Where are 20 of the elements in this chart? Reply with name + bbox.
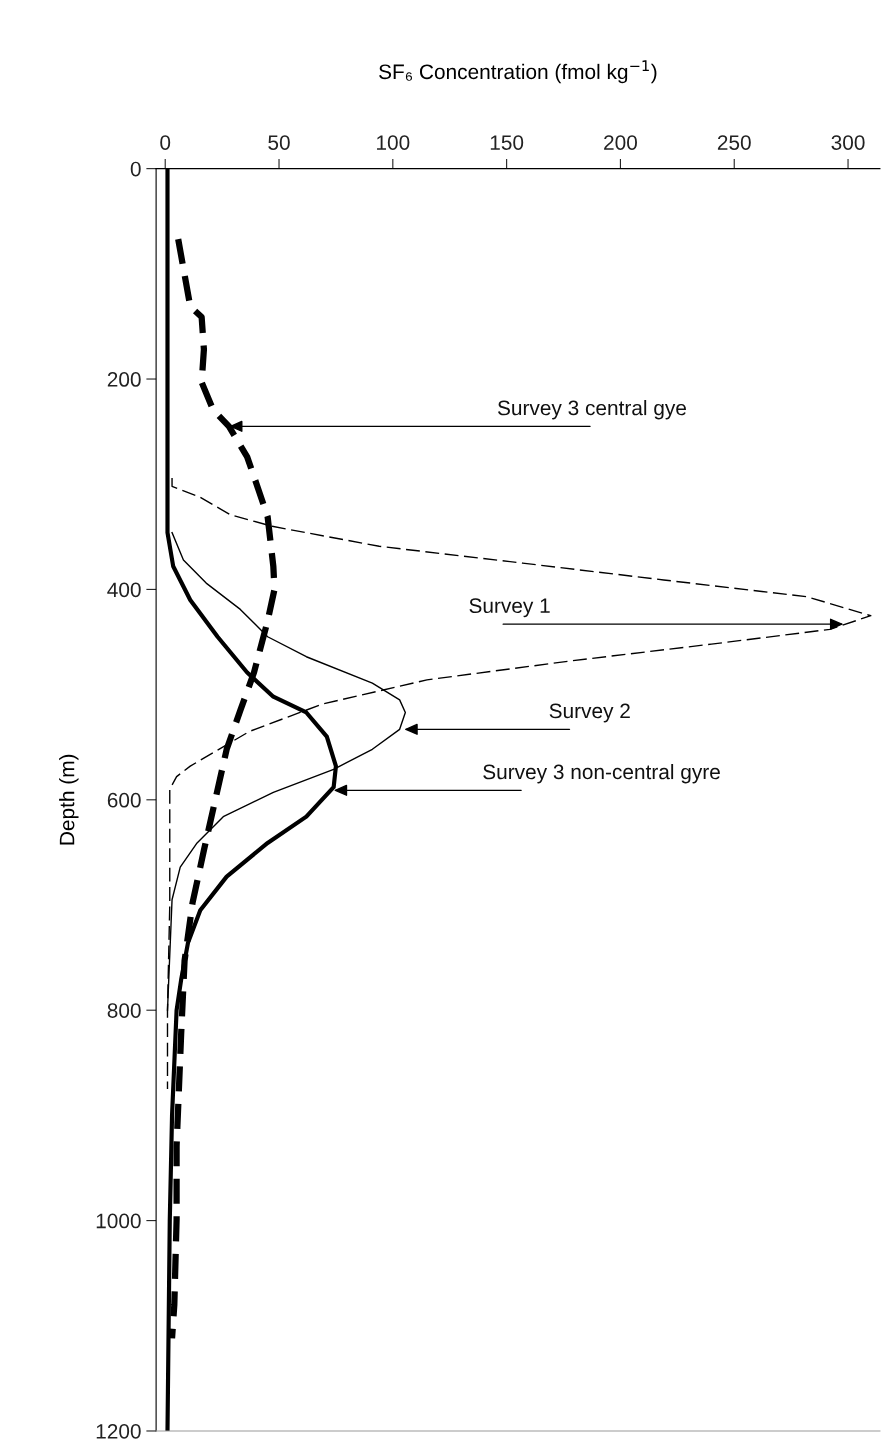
x-tick-label: 50: [268, 135, 290, 150]
y-tick-label: 0: [130, 161, 141, 177]
y-axis-title: Depth (m): [59, 754, 79, 845]
x-tick-label: 250: [717, 135, 751, 150]
y-tick-label: 1200: [96, 1423, 141, 1439]
x-tick-label: 300: [831, 135, 865, 150]
x-tick-label: 100: [377, 135, 410, 150]
y-tick-label: 200: [107, 372, 141, 387]
x-tick-label: 200: [604, 135, 637, 150]
annotation: Survey 1: [469, 598, 550, 618]
x-tick-label: 150: [490, 135, 524, 150]
x-axis-title: SF₆ Concentration (fmol kg$^{−1}$): [379, 60, 657, 84]
annotation: Survey 3 central gye: [497, 400, 686, 420]
y-tick-label: 400: [107, 582, 141, 598]
y-tick-label: 800: [107, 1003, 141, 1018]
y-tick-label: 1000: [96, 1213, 141, 1229]
x-tick-label: 0: [160, 135, 171, 150]
annotation: Survey 3 non-central gyre: [483, 763, 720, 784]
y-tick-label: 600: [107, 792, 141, 808]
annotation: Survey 2: [549, 703, 630, 723]
